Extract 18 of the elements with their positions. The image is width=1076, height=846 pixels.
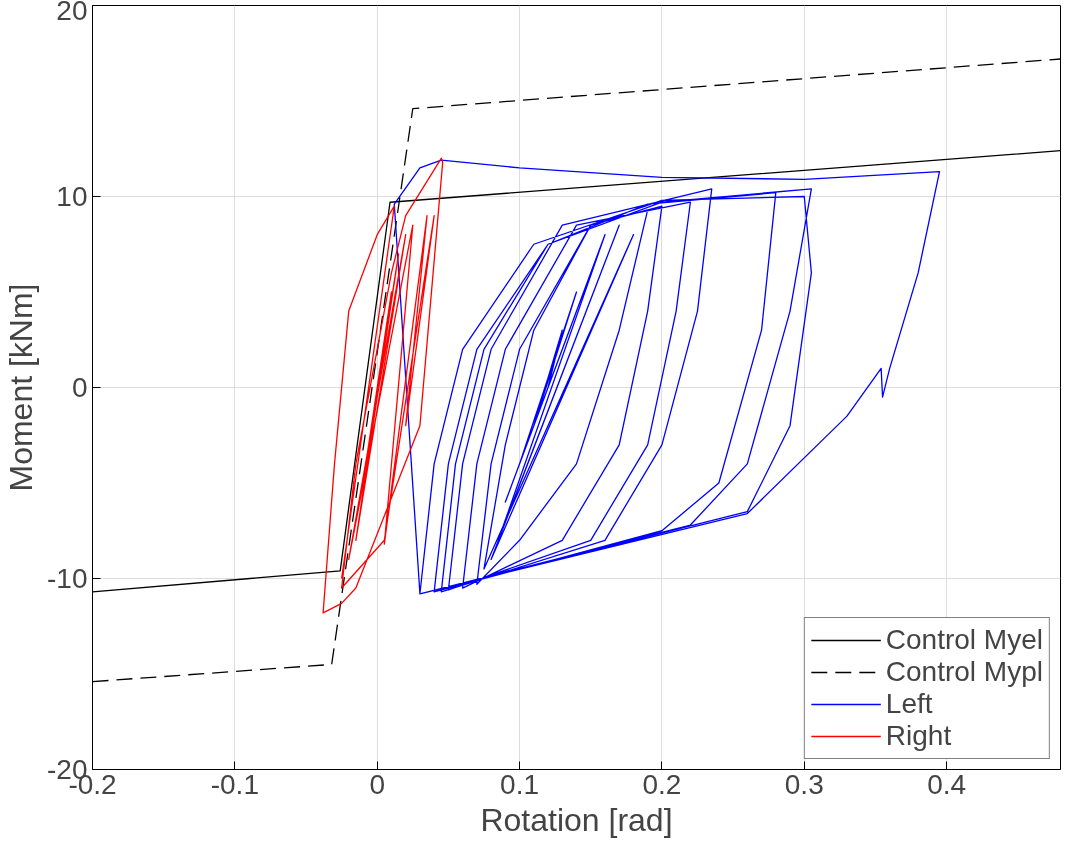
legend-label: Control Myel: [885, 624, 1043, 656]
x-tick-label: 0.2: [642, 768, 682, 800]
x-tick-label: 0.3: [784, 768, 824, 800]
y-tick-label: 0: [71, 372, 88, 403]
y-axis-title: Moment [kNm]: [3, 283, 40, 492]
x-tick-label: 0.1: [500, 768, 540, 800]
y-tick-label: -10: [47, 563, 88, 594]
line-series: [393, 159, 941, 595]
legend-label: Right: [885, 720, 952, 752]
y-tick-label: 20: [56, 0, 88, 26]
x-tick-label: -0.1: [210, 768, 259, 800]
legend-label: Control Mypl: [885, 656, 1043, 688]
legend-label: Left: [885, 688, 933, 720]
y-tick-label: 10: [56, 181, 88, 212]
x-tick-label: 0: [369, 768, 385, 800]
x-tick-label: 0.4: [927, 768, 967, 800]
x-axis-title: Rotation [rad]: [480, 801, 673, 838]
line-series: [322, 157, 444, 614]
